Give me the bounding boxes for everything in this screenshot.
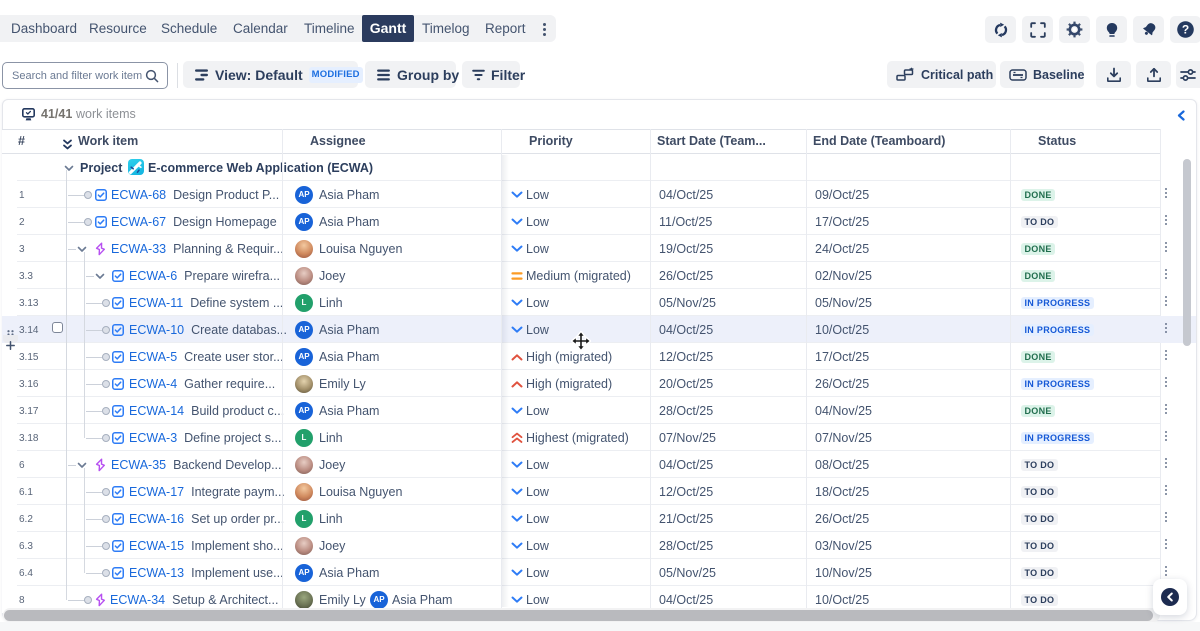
svg-text:?: ? [1182,23,1189,37]
